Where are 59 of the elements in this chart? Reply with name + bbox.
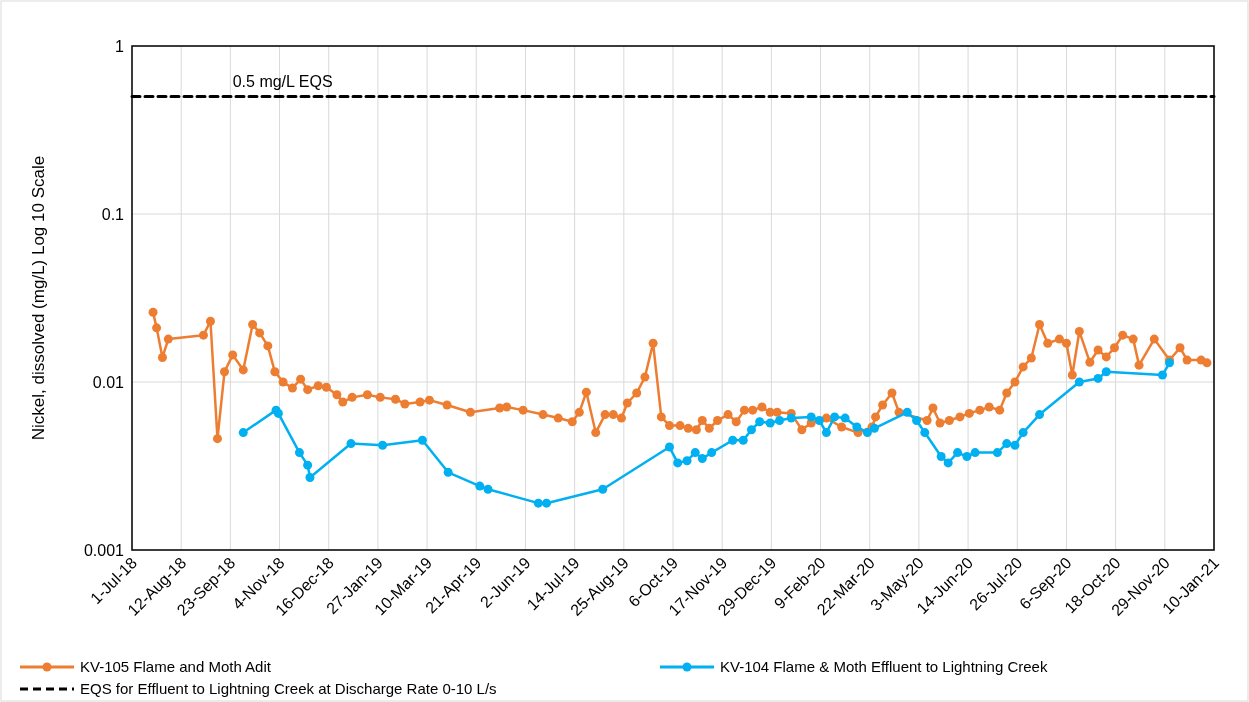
y-tick-label: 0.01 bbox=[92, 373, 125, 391]
point bbox=[697, 454, 707, 464]
y-tick-label: 0.001 bbox=[83, 541, 125, 559]
point bbox=[664, 442, 674, 452]
legend-label: KV-104 Flame & Moth Effluent to Lightning Creek bbox=[720, 658, 1048, 676]
point bbox=[443, 467, 453, 477]
point bbox=[1074, 377, 1084, 387]
point bbox=[992, 448, 1002, 458]
point bbox=[806, 412, 816, 422]
point bbox=[1002, 439, 1012, 449]
point bbox=[417, 435, 427, 445]
point bbox=[673, 458, 683, 468]
point bbox=[1018, 428, 1028, 438]
point bbox=[775, 416, 785, 425]
point bbox=[682, 456, 692, 466]
y-axis-title: Nickel, dissolved (mg/L) Log 10 Scale bbox=[29, 155, 48, 441]
point bbox=[814, 416, 824, 425]
point bbox=[830, 412, 840, 422]
point bbox=[1010, 440, 1020, 450]
point bbox=[765, 418, 775, 428]
y-tick-label: 1 bbox=[115, 37, 125, 55]
point bbox=[936, 452, 946, 462]
legend-label: KV-105 Flame and Moth Adit bbox=[80, 658, 272, 676]
point bbox=[755, 417, 765, 427]
point bbox=[962, 452, 972, 462]
point bbox=[294, 448, 304, 458]
point bbox=[862, 428, 872, 438]
point bbox=[303, 460, 313, 470]
point bbox=[1093, 373, 1103, 383]
point bbox=[728, 435, 738, 445]
point bbox=[738, 435, 748, 445]
point bbox=[238, 428, 248, 438]
point bbox=[346, 439, 356, 449]
y-tick-label: 0.1 bbox=[101, 205, 125, 223]
point bbox=[542, 498, 552, 508]
point bbox=[970, 448, 980, 458]
point bbox=[707, 448, 717, 458]
point bbox=[920, 428, 930, 438]
legend-label: EQS for Effluent to Lightning Creek at Discharge Rate 0-10 L/s bbox=[80, 680, 497, 698]
point bbox=[378, 440, 388, 450]
point bbox=[840, 413, 850, 423]
point bbox=[786, 413, 796, 423]
point bbox=[902, 407, 912, 417]
point bbox=[746, 425, 756, 435]
point bbox=[475, 481, 485, 491]
annotation: 0.5 mg/L EQS bbox=[232, 72, 333, 90]
point bbox=[943, 458, 953, 468]
point bbox=[690, 448, 700, 458]
point bbox=[483, 484, 493, 494]
point bbox=[821, 428, 831, 438]
point bbox=[533, 498, 543, 508]
point bbox=[852, 422, 862, 432]
point bbox=[305, 473, 315, 483]
point bbox=[912, 416, 922, 425]
point bbox=[1157, 370, 1167, 380]
point bbox=[953, 448, 963, 458]
point bbox=[1035, 410, 1045, 420]
point bbox=[598, 484, 608, 494]
point bbox=[1101, 367, 1111, 377]
